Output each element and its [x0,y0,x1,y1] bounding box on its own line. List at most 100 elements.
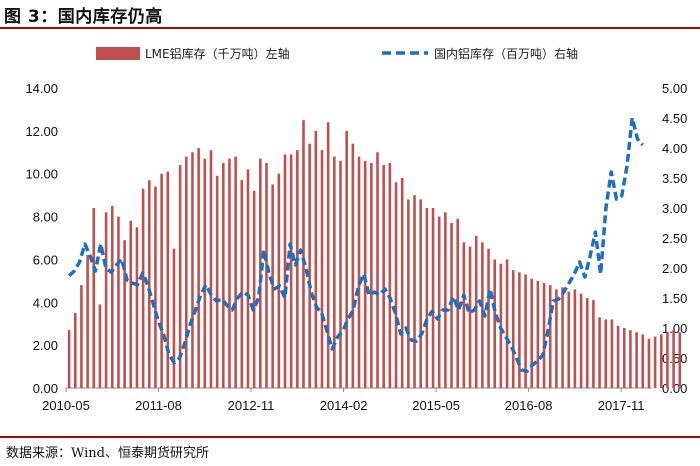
bar [511,270,515,388]
y-left-tick-label: 4.00 [33,295,58,310]
bar [86,255,89,388]
bar [73,313,77,388]
bar [635,332,638,388]
bar [431,208,435,388]
line-path [67,116,645,373]
bar [425,208,429,388]
bar [209,150,213,388]
bar [228,158,231,388]
y-right-tick-label: 4.50 [662,111,687,126]
bar [444,212,447,388]
source-note: 数据来源：Wind、恒泰期货研究所 [6,446,209,461]
bar [104,212,108,388]
bar [129,220,133,388]
bar [302,120,305,389]
bar [271,184,274,388]
bar [548,285,552,388]
x-tick-label: 2011-08 [135,398,182,413]
bar [191,152,194,388]
bar [407,199,410,388]
bar [333,156,336,388]
bar [505,259,509,388]
bar [265,163,268,388]
bar [376,152,379,388]
bar [240,180,244,388]
bar [160,173,163,388]
y-left-tick-label: 8.00 [33,210,58,225]
bar [579,293,583,388]
bar [234,156,237,388]
bar [573,289,577,388]
bar [98,304,102,388]
bar [672,330,675,388]
y-right-tick-label: 2.00 [662,261,687,276]
bar [308,143,311,388]
bar [536,280,540,388]
bar [246,169,250,388]
bar [277,173,281,388]
bar [629,330,632,388]
x-tick-label: 2014-02 [320,398,368,413]
bar [462,242,466,388]
bar [67,330,71,388]
bar [542,283,546,388]
y-right-tick-label: 5.00 [662,81,687,96]
bar [215,175,219,388]
bar [604,319,608,388]
y-right-tick-label: 3.00 [662,201,687,216]
bar [530,278,534,388]
y-left-tick-label: 12.00 [25,124,58,139]
bar [339,160,342,388]
bar [296,150,299,388]
bar [493,259,497,388]
footer-rule [0,436,700,438]
y-left-tick-label: 2.00 [33,338,58,353]
bar [357,156,361,388]
y-right-tick-label: 1.00 [662,321,687,336]
bar [592,300,595,388]
bar [178,165,182,388]
bar [585,298,589,388]
bar [135,227,139,388]
axes: 0.002.004.006.008.0010.0012.0014.000.000… [25,81,687,413]
bar [326,122,330,389]
legend-label-bar: LME铝库存（千万吨）左轴 [145,46,290,61]
bar [110,205,114,388]
bar [419,199,422,388]
x-tick-label: 2016-08 [505,398,553,413]
y-left-tick-label: 0.00 [33,381,58,396]
x-tick-label: 2015-05 [412,398,460,413]
x-tick-label: 2010-05 [42,398,90,413]
bar [197,148,200,388]
bar [524,274,527,388]
bar [641,334,645,388]
bar [678,332,682,388]
bar [437,216,441,388]
bar [370,163,373,388]
bar [166,171,170,388]
bar [647,338,651,388]
y-left-tick-label: 10.00 [25,167,58,182]
bar [653,336,657,388]
bar [610,319,614,388]
bar [123,240,126,388]
y-left-tick-label: 14.00 [25,81,58,96]
bar [283,154,287,388]
bar [394,182,398,388]
bar [382,165,385,388]
bar [518,272,521,388]
bar [345,130,348,388]
bar [141,188,145,388]
bar [92,208,96,388]
bar [567,291,571,388]
bar [314,130,318,388]
bar [413,195,416,388]
x-tick-label: 2012-11 [228,398,275,413]
bar [666,332,669,388]
bar [203,158,207,388]
bar [388,163,392,388]
legend-label-line: 国内铝库存（百万吨）右轴 [434,46,578,61]
bar [659,334,663,388]
bar [154,186,157,388]
bar [147,180,151,388]
